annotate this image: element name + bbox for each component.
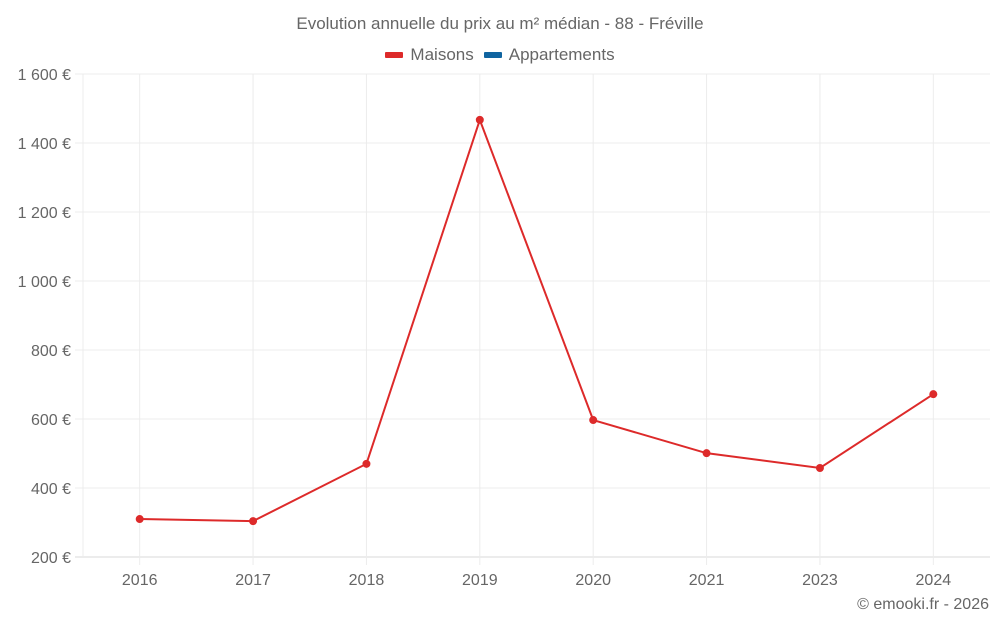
y-tick-label: 1 200 € [18, 205, 71, 222]
x-tick-label: 2017 [235, 572, 271, 589]
chart-title: Evolution annuelle du prix au m² médian … [296, 14, 704, 33]
legend-label-maisons: Maisons [410, 45, 474, 64]
y-tick-label: 1 000 € [18, 274, 71, 291]
legend-item-appartements[interactable]: Appartements [483, 45, 615, 65]
data-point[interactable] [589, 416, 598, 425]
x-tick-label: 2018 [349, 572, 385, 589]
y-tick-label: 1 600 € [18, 67, 71, 84]
grid-lines [75, 73, 990, 565]
data-point[interactable] [135, 515, 144, 524]
legend-swatch-maisons [385, 52, 404, 58]
data-point[interactable] [929, 390, 938, 399]
data-point[interactable] [702, 449, 711, 458]
y-tick-label: 400 € [31, 481, 71, 498]
legend-label-appartements: Appartements [508, 45, 615, 64]
chart-legend: Maisons Appartements [0, 45, 1000, 65]
legend-swatch-appartements [483, 52, 502, 58]
y-tick-label: 1 400 € [18, 136, 71, 153]
x-tick-label: 2021 [689, 572, 725, 589]
data-point[interactable] [249, 517, 258, 526]
data-point[interactable] [815, 463, 824, 472]
x-tick-label: 2024 [916, 572, 952, 589]
y-tick-label: 600 € [31, 412, 71, 429]
series-maisons [135, 115, 938, 526]
x-tick-label: 2016 [122, 572, 158, 589]
y-tick-label: 200 € [31, 550, 71, 567]
data-point[interactable] [475, 115, 484, 124]
data-point[interactable] [362, 459, 371, 468]
legend-item-maisons[interactable]: Maisons [385, 45, 474, 65]
y-tick-label: 800 € [31, 343, 71, 360]
series-line [139, 116, 934, 523]
y-axis: 200 € 400 € 600 € 800 € 1 000 € 1 200 € 1 400 … [18, 67, 71, 567]
x-tick-label: 2019 [462, 572, 498, 589]
x-tick-label: 2023 [802, 572, 838, 589]
credit-text: © emooki.fr - 2026 [857, 596, 989, 613]
x-tick-label: 2020 [575, 572, 611, 589]
x-axis: 2016 2017 2018 2019 2020 2021 2023 2024 [122, 572, 951, 589]
